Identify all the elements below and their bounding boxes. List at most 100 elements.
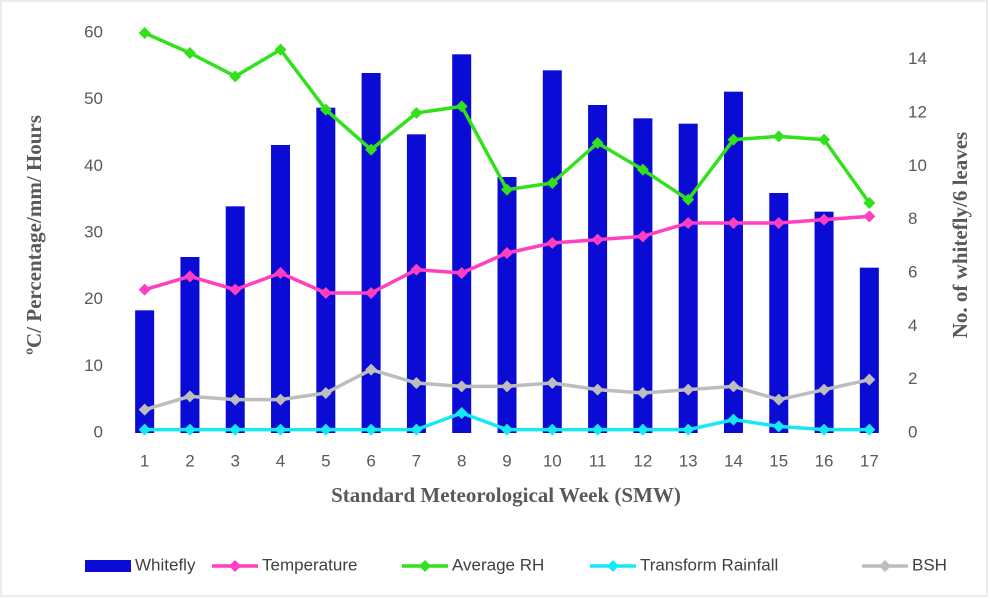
- x-tick-label: 5: [321, 451, 330, 470]
- bar: [497, 177, 517, 433]
- marker: [546, 377, 559, 389]
- y2-tick-label: 14: [908, 49, 927, 68]
- marker: [229, 393, 242, 406]
- marker: [636, 423, 649, 436]
- x-tick-label: 1: [140, 451, 149, 470]
- marker: [229, 423, 242, 436]
- marker: [682, 383, 695, 396]
- x-tick-label: 9: [502, 451, 511, 470]
- legend-swatch: [85, 560, 131, 572]
- y-axis-title: ºC/ Percentage/mm/ Hours: [22, 115, 46, 355]
- y2-axis-title: No. of whitefly/6 leaves: [948, 132, 972, 338]
- bar: [316, 107, 336, 434]
- marker: [365, 363, 378, 376]
- legend-marker: [229, 560, 241, 572]
- bar: [180, 257, 200, 433]
- bar: [814, 211, 834, 433]
- marker: [501, 423, 513, 436]
- x-tick-label: 14: [724, 451, 743, 470]
- y2-tick-label: 4: [908, 316, 917, 335]
- bar: [633, 118, 653, 433]
- marker: [863, 423, 876, 436]
- marker: [274, 267, 287, 279]
- marker: [591, 233, 604, 246]
- marker: [772, 130, 785, 143]
- y-tick-label: 0: [94, 422, 103, 441]
- marker: [863, 197, 876, 209]
- y2-tick-label: 6: [908, 262, 917, 281]
- marker: [410, 423, 423, 436]
- marker: [183, 270, 196, 283]
- marker: [319, 387, 332, 399]
- x-tick-label: 17: [860, 451, 879, 470]
- y-tick-label: 50: [84, 89, 103, 108]
- marker: [455, 267, 468, 279]
- marker: [138, 283, 151, 296]
- marker: [682, 217, 695, 229]
- y-tick-label: 20: [84, 289, 103, 308]
- marker: [365, 423, 378, 436]
- marker: [319, 423, 332, 436]
- marker: [682, 193, 695, 206]
- marker: [229, 70, 242, 83]
- y2-tick-label: 10: [908, 156, 927, 175]
- y2-tick-label: 0: [908, 422, 917, 441]
- marker: [138, 27, 151, 39]
- bar: [406, 134, 426, 434]
- marker: [772, 217, 785, 229]
- legend-label: Temperature: [262, 555, 357, 574]
- legend-label: Transform Rainfall: [640, 555, 778, 574]
- x-tick-label: 11: [589, 451, 607, 470]
- marker: [501, 183, 513, 196]
- marker: [274, 393, 287, 406]
- marker: [274, 43, 287, 56]
- legend-label: Whitefly: [135, 555, 196, 574]
- x-tick-label: 13: [679, 451, 698, 470]
- x-tick-label: 10: [543, 451, 562, 470]
- y-tick-label: 30: [84, 222, 103, 241]
- marker: [501, 247, 513, 259]
- marker: [410, 377, 423, 389]
- bar: [361, 73, 381, 433]
- marker: [546, 423, 559, 436]
- x-tick-label: 15: [769, 451, 788, 470]
- marker: [365, 143, 378, 156]
- bar: [859, 267, 879, 433]
- marker: [138, 423, 151, 436]
- marker: [863, 373, 876, 386]
- marker: [727, 413, 740, 426]
- marker: [546, 237, 559, 249]
- y2-tick-label: 2: [908, 369, 917, 388]
- marker: [501, 380, 513, 393]
- marker: [818, 133, 831, 146]
- bar: [225, 206, 245, 433]
- marker: [591, 423, 604, 436]
- bar: [271, 145, 291, 433]
- marker: [591, 137, 604, 149]
- marker: [183, 47, 196, 59]
- marker: [863, 210, 876, 223]
- marker: [455, 100, 468, 113]
- x-tick-label: 16: [815, 451, 834, 470]
- marker: [818, 423, 831, 436]
- marker: [183, 390, 196, 403]
- marker: [636, 163, 649, 176]
- marker: [772, 393, 785, 406]
- marker: [772, 420, 785, 433]
- marker: [818, 383, 831, 396]
- y-tick-label: 60: [84, 22, 103, 41]
- marker: [546, 177, 559, 189]
- marker: [727, 133, 740, 146]
- x-tick-label: 3: [231, 451, 240, 470]
- y-tick-label: 40: [84, 156, 103, 175]
- legend-marker: [419, 560, 431, 572]
- x-tick-label: 6: [366, 451, 375, 470]
- marker: [274, 423, 287, 436]
- legend-marker: [879, 560, 891, 572]
- y-tick-label: 10: [84, 356, 103, 375]
- bar: [678, 123, 698, 434]
- marker: [229, 283, 242, 296]
- marker: [682, 423, 695, 436]
- x-tick-label: 4: [276, 451, 285, 470]
- x-tick-label: 7: [412, 451, 421, 470]
